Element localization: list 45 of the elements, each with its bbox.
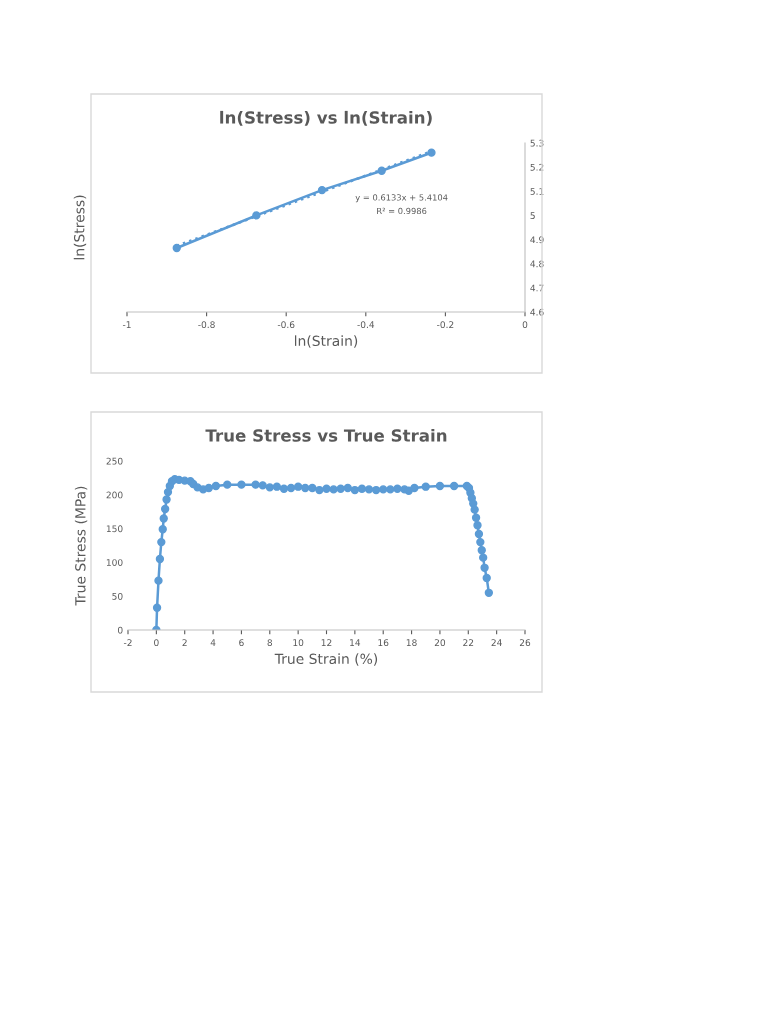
y-tick-label: 200	[106, 491, 123, 499]
y-tick-label: 5.1	[530, 188, 544, 195]
point	[172, 243, 181, 253]
x-tick-label: 6	[239, 639, 244, 647]
x-tick-label: 10	[293, 639, 304, 647]
y-axis-title: True Stress (MPa)	[74, 486, 88, 606]
y-tick-label: 5.3	[530, 139, 544, 147]
x-tick-label: 2	[182, 639, 187, 646]
x-tick-label: -0.2	[437, 321, 454, 329]
x-tick-label: 0	[522, 321, 528, 329]
y-tick-label: 4.7	[530, 284, 544, 292]
chart-title: True Stress vs True Strain	[205, 428, 447, 442]
x-tick-label: 18	[406, 639, 417, 647]
y-tick-label: 4.8	[530, 260, 544, 268]
x-tick-label: 20	[434, 639, 446, 647]
chart-title: ln(Stress) vs ln(Strain)	[220, 110, 432, 126]
annotation: y = 0.6133x + 5.4104	[355, 194, 448, 203]
y-tick-label: 150	[106, 525, 123, 533]
x-tick-label: 14	[350, 639, 361, 646]
x-tick-label: 26	[519, 639, 531, 647]
x-tick-label: 24	[491, 639, 502, 646]
y-tick-label: 4.6	[530, 308, 544, 316]
annotation: R² = 0.9986	[377, 207, 427, 215]
y-axis-title: ln(Stress)	[73, 195, 87, 260]
y-tick-label: 5.2	[530, 163, 544, 171]
x-tick-label: 8	[267, 639, 273, 647]
x-tick-label: -0.6	[277, 321, 295, 329]
x-tick-label: -1	[122, 321, 131, 328]
y-tick-label: 100	[106, 559, 123, 566]
x-tick-label: 4	[210, 639, 216, 646]
x-axis-title: True Strain (%)	[274, 653, 378, 666]
point	[427, 148, 436, 157]
x-tick-label: -0.8	[198, 321, 215, 329]
y-tick-label: 250	[106, 457, 123, 465]
y-tick-label: 5	[530, 212, 535, 219]
x-tick-label: -2	[123, 639, 132, 646]
x-axis-title: ln(Strain)	[294, 335, 358, 348]
y-tick-label: 4.9	[530, 236, 544, 244]
y-tick-label: 0	[117, 626, 123, 634]
x-tick-label: -0.4	[357, 321, 375, 329]
x-tick-label: 0	[154, 639, 159, 647]
x-tick-label: 12	[321, 639, 332, 646]
x-tick-label: 22	[463, 639, 474, 646]
x-tick-label: 16	[378, 639, 389, 647]
y-tick-label: 50	[112, 592, 123, 600]
